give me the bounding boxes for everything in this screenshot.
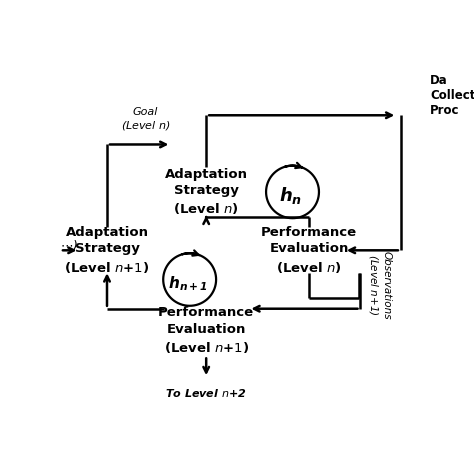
Text: Goal
(Level $n$): Goal (Level $n$): [121, 107, 171, 132]
Text: Da
Collection
Proc: Da Collection Proc: [430, 73, 474, 117]
Text: $\bfit{h}_{\bfit{n}}$: $\bfit{h}_{\bfit{n}}$: [279, 185, 302, 206]
Text: Performance
Evaluation
(Level $n$+$1$): Performance Evaluation (Level $n$+$1$): [158, 306, 254, 355]
Text: Performance
Evaluation
(Level $n$): Performance Evaluation (Level $n$): [261, 226, 357, 274]
Text: $\cdots$): $\cdots$): [60, 238, 78, 254]
Text: To Level $n$+2: To Level $n$+2: [165, 387, 247, 399]
Text: Observations
(Level $n$+1): Observations (Level $n$+1): [367, 251, 392, 319]
Text: Adaptation
Strategy
(Level $n$+$1$): Adaptation Strategy (Level $n$+$1$): [64, 226, 150, 274]
Text: $\bfit{h}_{\bfit{n+1}}$: $\bfit{h}_{\bfit{n+1}}$: [168, 274, 208, 292]
Text: Adaptation
Strategy
(Level $n$): Adaptation Strategy (Level $n$): [164, 168, 248, 216]
